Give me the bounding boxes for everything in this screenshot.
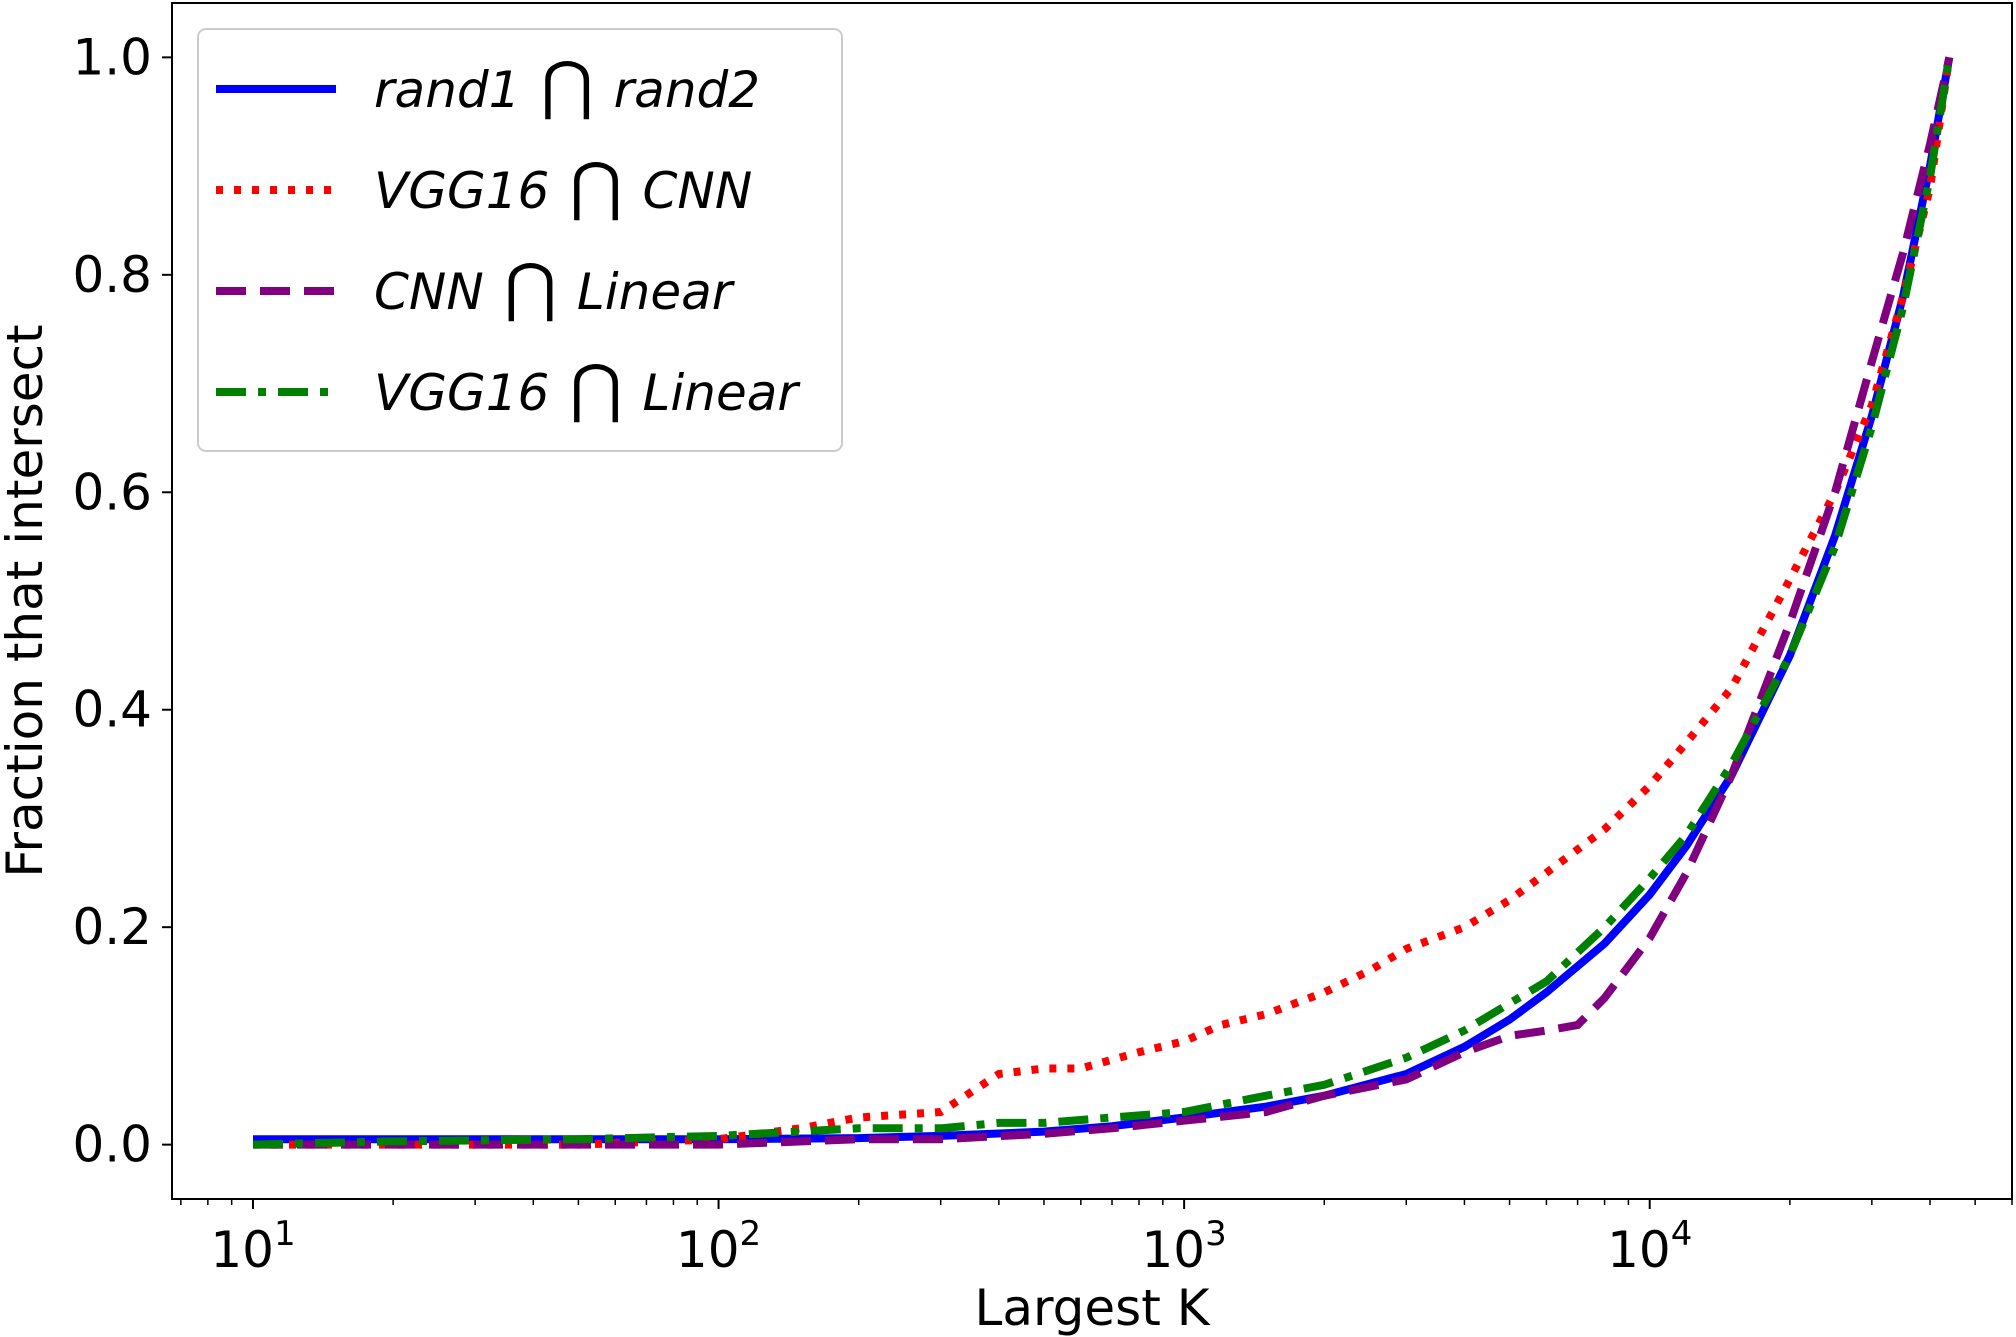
series-line	[253, 56, 1954, 1144]
series-line	[253, 56, 1954, 1149]
legend-label: CNN ⋂ Linear	[374, 251, 736, 325]
y-tick-label: 0.0	[72, 1116, 152, 1174]
chart-series-group	[252, 56, 1954, 1149]
series-line	[252, 56, 1954, 1149]
plot-frame	[171, 2, 2013, 1200]
legend-frame	[197, 28, 843, 452]
legend-label: VGG16 ⋂ CNN	[374, 150, 752, 224]
legend-label: rand1 ⋂ rand2	[374, 49, 760, 123]
chart-axes: 0.0 0.2 0.4 0.6 0.8 1.0 101 102 103 104	[72, 28, 2013, 1279]
y-tick-label: 1.0	[72, 28, 152, 86]
legend-label: VGG16 ⋂ Linear	[374, 352, 801, 426]
x-tick-label: 102	[676, 1214, 761, 1279]
x-axis-label: Largest K	[974, 1279, 1210, 1337]
y-axis-label: Fraction that intersect	[0, 324, 54, 877]
y-tick-label: 0.4	[72, 681, 152, 739]
x-tick-label: 103	[1141, 1214, 1226, 1279]
x-tick-label: 101	[210, 1214, 295, 1279]
series-line	[253, 56, 1954, 1149]
y-tick-label: 0.8	[72, 246, 152, 304]
x-tick-label: 104	[1607, 1214, 1692, 1279]
chart-legend: rand1 ⋂ rand2 VGG16 ⋂ CNN CNN ⋂ Linear VGG1…	[197, 28, 843, 452]
y-tick-label: 0.6	[72, 463, 152, 521]
y-tick-label: 0.2	[72, 898, 152, 956]
